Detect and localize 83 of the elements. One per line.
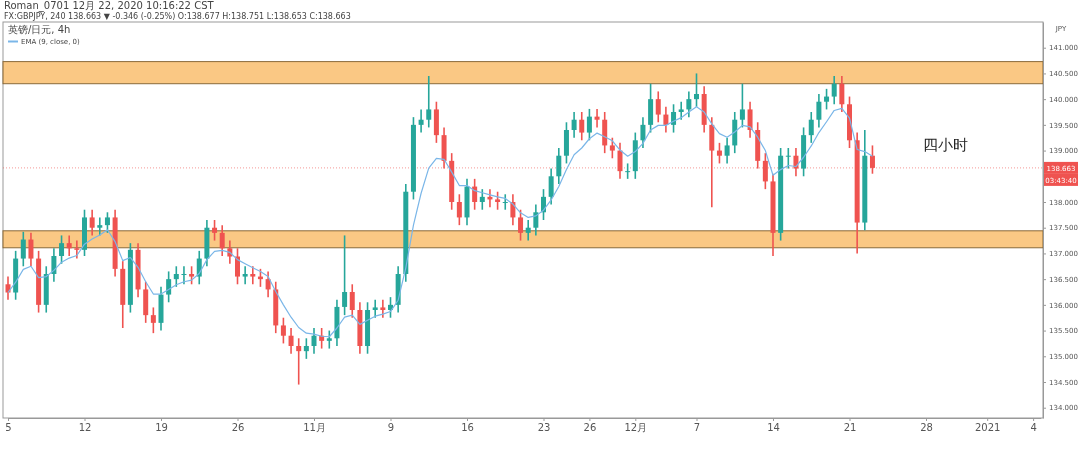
x-tick-label: 12月: [624, 422, 648, 434]
x-tick-label: 9: [387, 422, 395, 434]
candlestick: [380, 298, 386, 319]
x-tick-label: 2021: [974, 422, 1001, 434]
candlestick: [655, 90, 661, 124]
x-tick-label: 7: [693, 422, 701, 434]
candlestick: [839, 75, 845, 113]
candlestick: [617, 142, 623, 180]
candlestick: [296, 337, 302, 386]
candlestick: [242, 265, 248, 286]
x-tick-label: 23: [537, 422, 551, 434]
candlestick: [808, 111, 814, 144]
annotation: 四小时: [922, 136, 968, 154]
x-tick-label: 11月: [303, 422, 326, 434]
candlestick: [831, 75, 837, 106]
candlestick: [212, 219, 218, 242]
x-tick-label: 4: [1030, 422, 1037, 434]
candlestick: [579, 111, 585, 142]
candlestick: [502, 193, 508, 211]
candlestick: [479, 188, 485, 211]
candlestick: [288, 327, 294, 355]
legend-title: 英镑/日元, 4h: [8, 24, 71, 35]
candlestick: [89, 208, 95, 237]
x-tick-label: 26: [231, 422, 245, 434]
candlestick: [97, 216, 103, 237]
candlestick: [74, 239, 80, 260]
candlestick: [418, 108, 424, 134]
candlestick: [311, 327, 317, 355]
candlestick: [571, 111, 577, 139]
chart-subtitle: FX:GBPJPY, 240 138.663 ▼ -0.346 (-0.25%) O:138.677 H:138.751 L:138.653 C:138.663: [4, 12, 351, 21]
candlestick: [150, 306, 156, 334]
candlestick: [303, 337, 309, 360]
candlestick: [235, 247, 240, 286]
candlestick: [678, 100, 684, 121]
x-tick-label: 5: [5, 422, 12, 434]
candlestick: [20, 231, 26, 268]
candlestick: [525, 219, 531, 242]
candlestick: [869, 144, 875, 175]
candlestick: [816, 93, 822, 129]
candlestick: [762, 152, 768, 190]
candlestick: [426, 75, 432, 129]
candlestick: [349, 283, 355, 319]
candlestick: [793, 147, 799, 178]
candlestick: [686, 90, 692, 118]
candlestick: [181, 265, 187, 286]
chart-title: Roman_0701 12月 22, 2020 10:16:22 CST: [4, 0, 215, 12]
candlestick: [456, 193, 462, 226]
candlestick: [173, 265, 179, 288]
candlestick: [280, 316, 286, 345]
candlestick: [556, 147, 562, 185]
x-tick-label: 19: [155, 422, 168, 434]
candlestick: [739, 82, 745, 129]
x-tick-label: 26: [583, 422, 597, 434]
candlestick: [785, 147, 791, 170]
candlestick: [372, 298, 378, 319]
candlestick: [219, 224, 225, 257]
candlestick: [663, 106, 669, 134]
candlestick: [104, 211, 110, 234]
candlestick: [51, 247, 57, 283]
candlestick: [594, 108, 600, 129]
candlestick: [716, 142, 722, 165]
candlestick: [5, 275, 11, 301]
candlestick: [724, 136, 730, 165]
candlestick: [533, 203, 539, 237]
candlestick: [28, 232, 34, 268]
candlestick: [640, 116, 646, 149]
x-tick-label: 12: [78, 422, 92, 434]
candlestick: [518, 208, 524, 242]
x-tick-label: 16: [461, 422, 474, 434]
candlestick: [609, 136, 615, 160]
candlestick: [250, 265, 256, 286]
candlestick: [59, 234, 65, 265]
candlestick: [548, 167, 554, 206]
x-tick-label: 21: [843, 422, 857, 434]
candlestick: [66, 234, 72, 257]
candlestick: [671, 103, 677, 134]
candlestick: [166, 270, 172, 304]
candlestick: [342, 234, 348, 316]
candlestick: [824, 88, 830, 111]
candlestick: [694, 72, 699, 108]
x-tick-label: 14: [767, 422, 780, 434]
candlestick: [747, 100, 753, 139]
x-tick-label: 28: [920, 422, 933, 434]
